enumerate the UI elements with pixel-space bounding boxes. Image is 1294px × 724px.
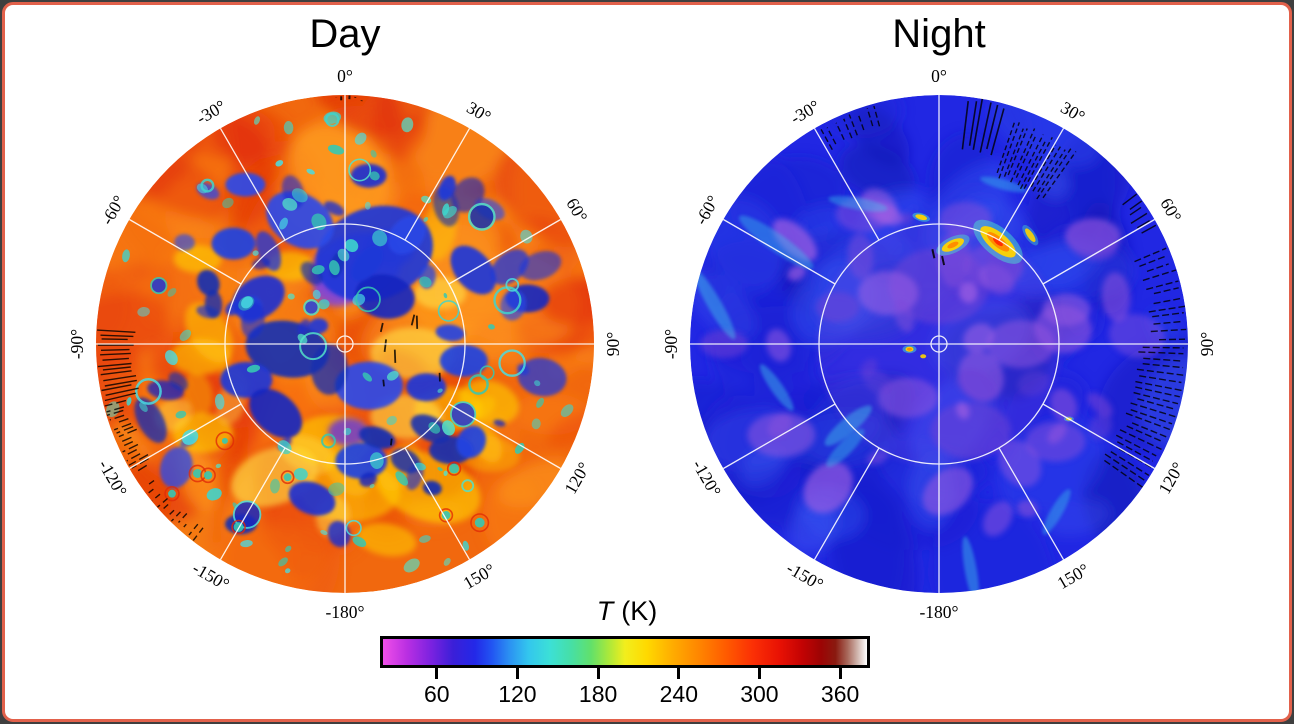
angle-label: -90° bbox=[67, 329, 87, 359]
angle-label: -30° bbox=[193, 96, 229, 128]
angle-label: -90° bbox=[661, 329, 681, 359]
angle-label: -180° bbox=[325, 602, 364, 622]
angle-label: 90° bbox=[603, 332, 623, 357]
grid-lines bbox=[690, 95, 1188, 593]
day-missing-data-streaks bbox=[97, 95, 363, 541]
angle-label: 120° bbox=[560, 459, 594, 498]
colorbar-tick-label: 60 bbox=[424, 681, 450, 707]
day-map-title: Day bbox=[309, 12, 381, 56]
angle-label: -60° bbox=[691, 192, 723, 228]
day-cyan-accents bbox=[106, 111, 574, 574]
angle-label: 60° bbox=[1156, 194, 1186, 225]
night-polar-temperature-map: 0° 30° 60° 90° 120° 150° -180° -150° -120° -90° -6… bbox=[661, 66, 1217, 622]
colorbar-tick bbox=[596, 668, 600, 679]
colorbar-title: T (K) bbox=[380, 596, 874, 627]
colorbar-tick-label: 360 bbox=[820, 681, 860, 707]
angle-label: 60° bbox=[562, 194, 592, 225]
angle-label: 150° bbox=[460, 559, 499, 593]
colorbar-tick bbox=[435, 668, 439, 679]
day-dark-flecks bbox=[379, 314, 441, 446]
angle-label: 30° bbox=[1057, 97, 1088, 127]
colorbar-tick bbox=[677, 668, 681, 679]
colorbar-tick bbox=[757, 668, 761, 679]
colorbar-tick bbox=[838, 668, 842, 679]
angle-label: -60° bbox=[97, 192, 129, 228]
angle-label: 0° bbox=[337, 66, 353, 86]
angle-label: -30° bbox=[787, 96, 823, 128]
colorbar-tick-label: 180 bbox=[578, 681, 618, 707]
colorbar-tick-label: 300 bbox=[740, 681, 779, 707]
angle-label: 120° bbox=[1154, 459, 1188, 498]
colorbar-unit-label: (K) bbox=[621, 596, 658, 626]
grid-lines bbox=[96, 95, 594, 593]
day-polar-temperature-map: 0° 30° 60° 90° 120° 150° -180° -150° -120° -90° -6… bbox=[67, 66, 623, 622]
night-map-texture bbox=[690, 95, 1188, 593]
angle-label: -180° bbox=[919, 602, 958, 622]
colorbar-tick-label: 240 bbox=[659, 681, 698, 707]
angle-label: 90° bbox=[1197, 332, 1217, 357]
angle-label: 30° bbox=[463, 97, 494, 127]
angle-label: 150° bbox=[1054, 559, 1093, 593]
angle-label: -150° bbox=[783, 558, 827, 595]
colorbar-gradient bbox=[380, 636, 870, 668]
angle-label: 0° bbox=[931, 66, 947, 86]
night-map-title: Night bbox=[892, 12, 986, 56]
night-warm-anomalies bbox=[902, 212, 1074, 422]
angle-label: -150° bbox=[189, 558, 233, 595]
colorbar-tick-label: 120 bbox=[498, 681, 537, 707]
angle-label: -120° bbox=[94, 456, 131, 500]
colorbar-tick bbox=[515, 668, 519, 679]
colorbar-variable-label: T bbox=[596, 596, 614, 626]
angle-label: -120° bbox=[688, 456, 725, 500]
